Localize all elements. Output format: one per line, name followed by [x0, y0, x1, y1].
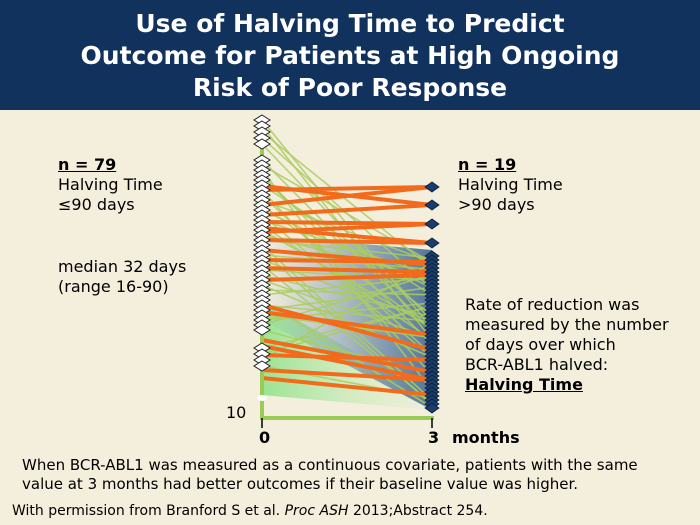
right-patient-marker — [424, 181, 440, 193]
green-trajectory — [261, 199, 433, 264]
right-patient-marker — [424, 218, 440, 230]
explanation-term: Halving Time — [465, 375, 583, 394]
orange-trajectory — [260, 273, 434, 282]
green-trajectory — [261, 284, 433, 359]
right-patient-marker — [424, 199, 440, 211]
x-tick-3: 3 — [428, 428, 440, 447]
orange-trajectory — [260, 203, 434, 217]
left-n-label: n = 79 — [58, 155, 117, 174]
title-line-2: Outcome for Patients at High Ongoing — [80, 41, 620, 70]
right-n-label: n = 19 — [458, 155, 517, 174]
green-trajectory — [261, 169, 433, 392]
green-trajectory — [261, 286, 433, 311]
green-trajectory — [261, 239, 433, 259]
left-halving-value: ≤90 days — [58, 195, 135, 214]
green-trajectory — [261, 304, 433, 323]
explanation-line-2: measured by the number — [465, 315, 669, 334]
orange-trajectory — [260, 266, 434, 274]
citation: With permission from Branford S et al. P… — [12, 501, 488, 521]
green-trajectory — [261, 164, 433, 264]
orange-trajectory — [260, 353, 434, 362]
title-line-3: Risk of Poor Response — [192, 73, 508, 102]
green-trajectory — [261, 204, 433, 331]
y-tick-marker — [257, 395, 267, 401]
right-halving-label: Halving Time — [458, 175, 563, 194]
green-trajectory — [261, 279, 433, 339]
citation-suffix: 2013;Abstract 254. — [352, 503, 488, 519]
left-markers — [253, 114, 271, 372]
footer-line-1: When BCR-ABL1 was measured as a continuo… — [22, 456, 638, 474]
explanation-line-3: of days over which — [465, 335, 616, 354]
left-patient-marker — [253, 138, 271, 150]
orange-trajectories — [260, 184, 434, 397]
green-trajectory — [261, 276, 433, 296]
orange-trajectory — [260, 184, 434, 207]
x-unit-months: months — [452, 428, 520, 447]
orange-trajectory — [260, 344, 434, 382]
right-halving-value: >90 days — [458, 195, 535, 214]
orange-trajectory — [260, 226, 434, 245]
title-bar: Use of Halving Time to Predict Outcome f… — [0, 0, 700, 110]
green-trajectory — [261, 274, 433, 318]
right-patient-marker — [424, 237, 440, 249]
left-range: (range 16-90) — [58, 277, 169, 296]
right-patient-marker — [424, 402, 440, 414]
left-halving-label: Halving Time — [58, 175, 163, 194]
explanation-line-1: Rate of reduction was — [465, 295, 640, 314]
green-trajectory — [261, 289, 433, 296]
x-tick-0: 0 — [259, 428, 271, 447]
orange-trajectory — [260, 310, 434, 337]
orange-trajectory — [260, 303, 434, 352]
citation-journal: Proc ASH — [284, 503, 349, 519]
footer-line-2: value at 3 months had better outcomes if… — [22, 475, 579, 493]
orange-trajectory — [260, 368, 434, 382]
y-tick-10: 10 — [226, 403, 247, 422]
green-trajectory — [261, 224, 433, 341]
explanation-line-4: BCR-ABL1 halved: — [465, 355, 609, 374]
citation-prefix: With permission from Branford S et al. — [12, 503, 281, 519]
right-markers — [424, 181, 440, 414]
left-patient-marker — [253, 360, 271, 372]
left-median: median 32 days — [58, 257, 187, 276]
orange-trajectory — [260, 376, 434, 397]
left-patient-marker — [253, 324, 271, 336]
title-line-1: Use of Halving Time to Predict — [135, 9, 565, 38]
orange-trajectory — [260, 258, 434, 264]
